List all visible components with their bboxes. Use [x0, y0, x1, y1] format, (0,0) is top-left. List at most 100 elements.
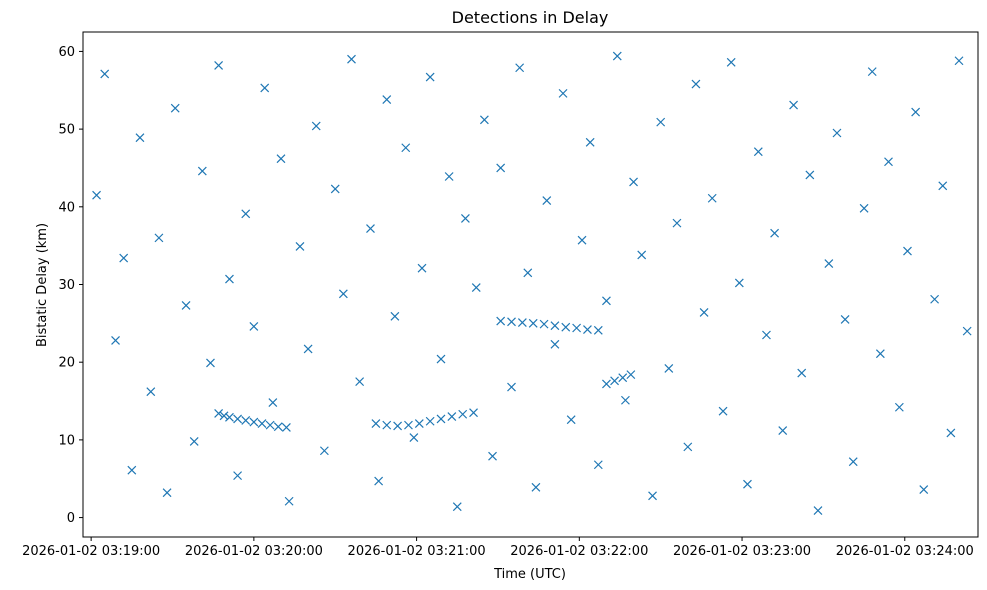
- data-point: [683, 442, 693, 452]
- plot-area: [82, 31, 979, 538]
- data-point: [626, 370, 636, 380]
- data-point: [938, 181, 948, 191]
- data-point: [517, 318, 527, 327]
- data-point: [930, 294, 940, 304]
- data-point: [100, 69, 110, 79]
- data-point: [894, 402, 904, 412]
- data-point: [181, 301, 191, 310]
- data-point: [618, 373, 628, 383]
- data-point: [219, 411, 229, 421]
- x-axis-label: Time (UTC): [493, 567, 566, 582]
- data-point: [566, 415, 576, 425]
- data-point: [303, 344, 313, 354]
- data-point: [225, 274, 234, 284]
- data-point: [542, 196, 552, 206]
- data-point: [629, 177, 638, 187]
- data-point: [762, 330, 771, 340]
- data-point: [295, 242, 305, 251]
- data-point: [813, 506, 823, 516]
- data-point: [867, 67, 877, 77]
- data-point: [577, 235, 587, 245]
- data-point: [718, 406, 728, 416]
- x-axis: 2026-01-02 03:19:00 2026-01-02 03:20:00 20…: [22, 537, 974, 559]
- y-tick-label: 0: [67, 511, 75, 526]
- data-point: [859, 203, 869, 213]
- data-point: [425, 72, 435, 82]
- data-point: [276, 154, 286, 164]
- data-point: [233, 471, 243, 481]
- x-tick-label: 2026-01-02 03:24:00: [836, 544, 974, 559]
- data-point: [233, 414, 243, 424]
- data-point: [523, 268, 533, 278]
- data-point: [789, 100, 799, 110]
- data-point: [436, 414, 446, 424]
- data-point: [539, 319, 549, 329]
- data-point: [374, 476, 384, 486]
- y-tick-label: 10: [58, 433, 75, 448]
- points-layer: [92, 51, 972, 516]
- data-point: [471, 283, 481, 293]
- data-point: [805, 170, 815, 180]
- data-point: [778, 426, 788, 435]
- data-point: [726, 57, 736, 67]
- data-point: [225, 412, 234, 422]
- data-point: [488, 451, 497, 461]
- data-point: [691, 79, 701, 89]
- data-point: [496, 316, 506, 326]
- data-point: [572, 323, 582, 333]
- data-point: [404, 420, 413, 430]
- data-point: [436, 354, 446, 364]
- data-point: [528, 318, 538, 328]
- data-point: [507, 382, 516, 392]
- data-point: [672, 218, 682, 228]
- data-point: [119, 253, 129, 263]
- data-point: [257, 419, 267, 428]
- data-point: [366, 224, 375, 233]
- x-tick-label: 2026-01-02 03:19:00: [22, 544, 160, 559]
- data-point: [664, 363, 674, 373]
- data-point: [371, 419, 381, 428]
- data-point: [458, 409, 468, 419]
- data-point: [330, 184, 340, 194]
- data-point: [648, 491, 657, 501]
- data-point: [911, 107, 921, 117]
- data-point: [92, 190, 101, 200]
- data-point: [401, 143, 411, 153]
- data-point: [214, 60, 224, 70]
- chart-title: Detections in Delay: [452, 8, 609, 27]
- y-tick-label: 60: [58, 45, 75, 60]
- data-point: [507, 317, 516, 327]
- data-point: [585, 137, 595, 147]
- data-point: [496, 163, 506, 173]
- data-point: [452, 502, 462, 512]
- data-point: [241, 209, 251, 219]
- data-point: [265, 420, 275, 430]
- data-point: [946, 428, 956, 438]
- y-tick-label: 50: [58, 123, 75, 138]
- data-point: [127, 465, 137, 475]
- data-point: [390, 311, 400, 321]
- y-tick-label: 20: [58, 356, 75, 371]
- data-point: [206, 358, 215, 368]
- data-point: [284, 496, 294, 506]
- data-point: [832, 128, 842, 138]
- data-point: [637, 250, 647, 260]
- data-point: [162, 488, 172, 498]
- y-axis-label: Bistatic Delay (km): [35, 223, 50, 347]
- data-point: [382, 420, 392, 430]
- data-point: [249, 322, 259, 331]
- data-point: [338, 289, 348, 299]
- x-tick-label: 2026-01-02 03:22:00: [510, 544, 648, 559]
- data-point: [393, 421, 403, 431]
- data-point: [558, 88, 568, 98]
- data-point: [602, 296, 611, 306]
- y-tick-label: 30: [58, 278, 75, 293]
- data-point: [620, 395, 630, 405]
- data-point: [583, 325, 592, 334]
- data-point: [444, 172, 454, 181]
- data-point: [417, 263, 427, 273]
- x-tick-label: 2026-01-02 03:23:00: [673, 544, 811, 559]
- data-point: [699, 308, 709, 317]
- data-point: [268, 398, 278, 408]
- data-point: [214, 409, 224, 418]
